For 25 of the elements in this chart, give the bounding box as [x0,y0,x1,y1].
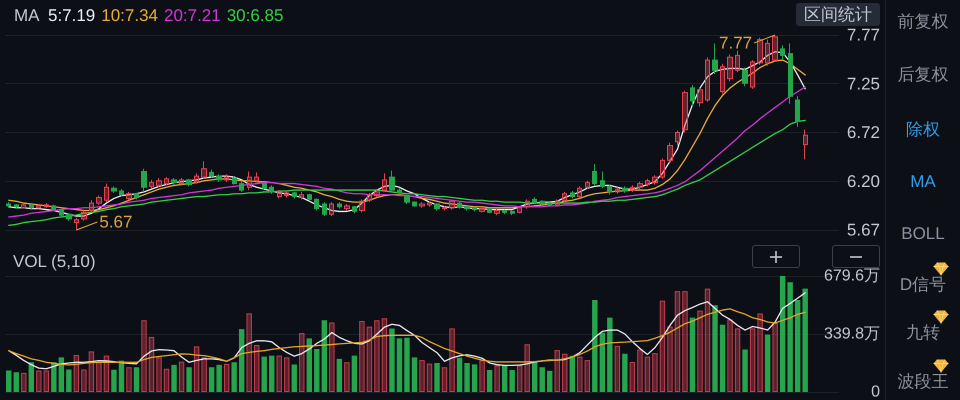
text: 除权 [906,120,940,139]
annotation: 7.77 [719,34,752,52]
text: 波段王 [898,372,948,391]
y-tick-label: 339.8万 [824,326,880,342]
text: 后复权 [898,65,948,84]
button: 区间统计 [796,3,880,26]
text: MA [910,172,936,191]
y-tick-label: 6.72 [846,123,880,142]
text: 30:6.85 [226,6,284,25]
text: 10:7.34 [101,6,158,25]
legend-title: MA [14,6,40,25]
text: D信号 [900,275,946,294]
annotation: 5.67 [99,212,132,232]
text: 前复权 [898,12,948,31]
text: 20:7.21 [164,6,221,25]
text: BOLL [901,224,945,243]
y-tick-label: 7.77 [846,26,880,44]
text: 5:7.19 [48,6,96,25]
y-tick-label: 7.25 [846,74,880,94]
y-tick-label: 5.67 [846,220,880,240]
y-tick-label: 0 [871,384,880,400]
y-tick-label: 6.20 [846,172,880,191]
chart-title: VOL (5,10) [13,252,96,271]
text: 九转 [906,323,940,342]
y-tick-label: 679.6万 [824,268,880,284]
